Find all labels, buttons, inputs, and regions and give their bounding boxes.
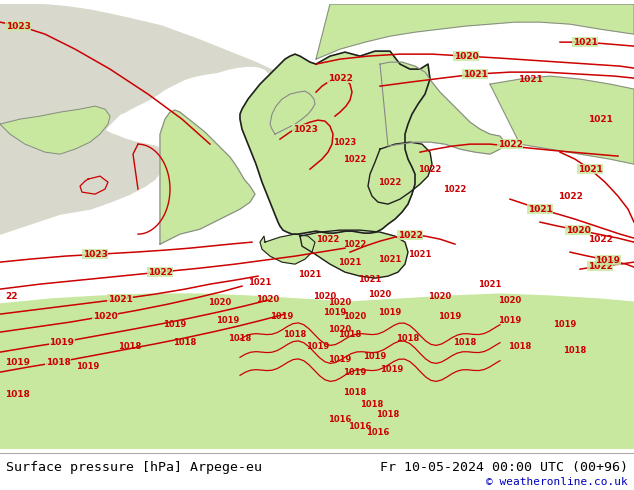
Text: 1018: 1018 — [173, 338, 197, 346]
Text: 1022: 1022 — [588, 262, 612, 270]
Text: 1020: 1020 — [429, 292, 451, 301]
Text: 1019: 1019 — [49, 338, 75, 346]
Text: 1018: 1018 — [119, 342, 141, 351]
Polygon shape — [490, 76, 634, 164]
Polygon shape — [300, 230, 408, 278]
Text: 1019: 1019 — [378, 308, 401, 317]
Text: 1020: 1020 — [256, 294, 280, 304]
Text: 1021: 1021 — [339, 258, 361, 267]
Text: 1018: 1018 — [564, 345, 586, 355]
Text: 1019: 1019 — [76, 362, 100, 370]
Text: 1023: 1023 — [82, 249, 107, 259]
Text: 1018: 1018 — [46, 358, 70, 367]
Text: 1022: 1022 — [148, 268, 172, 277]
Text: 1018: 1018 — [344, 388, 366, 396]
Text: 1021: 1021 — [249, 278, 272, 287]
Text: © weatheronline.co.uk: © weatheronline.co.uk — [486, 477, 628, 487]
Text: 1022: 1022 — [328, 74, 353, 83]
Text: 1016: 1016 — [366, 428, 390, 437]
Polygon shape — [368, 142, 432, 204]
Polygon shape — [160, 110, 255, 244]
Text: 1018: 1018 — [228, 334, 252, 343]
Text: 1020: 1020 — [328, 324, 352, 334]
Text: 1023: 1023 — [292, 124, 318, 134]
Text: 1019: 1019 — [5, 358, 30, 367]
Text: Fr 10-05-2024 00:00 UTC (00+96): Fr 10-05-2024 00:00 UTC (00+96) — [380, 461, 628, 474]
Text: 1018: 1018 — [5, 390, 30, 399]
Text: 1022: 1022 — [557, 192, 583, 200]
Text: 1016: 1016 — [328, 415, 352, 424]
Text: 1019: 1019 — [595, 256, 621, 265]
Text: 1018: 1018 — [360, 400, 384, 409]
Text: 1020: 1020 — [344, 312, 366, 320]
Text: 1022: 1022 — [498, 140, 522, 148]
Text: 1018: 1018 — [508, 342, 532, 351]
Polygon shape — [0, 294, 634, 449]
Text: 1019: 1019 — [328, 355, 352, 364]
Text: Surface pressure [hPa] Arpege-eu: Surface pressure [hPa] Arpege-eu — [6, 461, 262, 474]
Text: 22: 22 — [5, 292, 18, 301]
Text: 1021: 1021 — [527, 205, 552, 214]
Text: 1023: 1023 — [6, 22, 30, 30]
Text: 1021: 1021 — [463, 70, 488, 78]
Text: 1020: 1020 — [328, 297, 352, 307]
Text: 1021: 1021 — [358, 274, 382, 284]
Text: 1021: 1021 — [573, 38, 597, 47]
Text: 1022: 1022 — [344, 240, 366, 248]
Text: 1019: 1019 — [380, 365, 404, 373]
Text: 1022: 1022 — [316, 235, 340, 244]
Text: 1019: 1019 — [344, 368, 366, 377]
Text: 1019: 1019 — [553, 319, 577, 329]
Polygon shape — [380, 62, 505, 154]
Text: 1022: 1022 — [344, 155, 366, 164]
Text: 1021: 1021 — [517, 74, 543, 84]
Text: 1021: 1021 — [578, 165, 602, 173]
Text: 1022: 1022 — [588, 235, 612, 244]
Text: 1022: 1022 — [443, 185, 467, 194]
Text: 1019: 1019 — [270, 312, 294, 320]
Text: 1022: 1022 — [398, 231, 422, 240]
Text: 1020: 1020 — [566, 225, 590, 235]
Text: 1019: 1019 — [323, 308, 347, 317]
Text: 1021: 1021 — [378, 255, 402, 264]
Text: 1022: 1022 — [378, 177, 402, 187]
Text: 1018: 1018 — [339, 330, 361, 339]
Text: 1019: 1019 — [498, 316, 522, 324]
Polygon shape — [240, 51, 430, 234]
Text: 1022: 1022 — [418, 165, 442, 173]
Text: 1020: 1020 — [93, 312, 117, 320]
Text: 1019: 1019 — [438, 312, 462, 320]
Text: 1018: 1018 — [283, 330, 307, 339]
Polygon shape — [260, 234, 315, 264]
Text: 1020: 1020 — [453, 51, 479, 61]
Text: 1018: 1018 — [453, 338, 477, 346]
Text: 1019: 1019 — [306, 342, 330, 351]
Polygon shape — [0, 106, 110, 154]
Text: 1018: 1018 — [396, 334, 420, 343]
Polygon shape — [270, 91, 315, 134]
Polygon shape — [0, 4, 316, 234]
Text: 1023: 1023 — [333, 138, 356, 147]
Text: 1020: 1020 — [313, 292, 337, 301]
Text: 1018: 1018 — [377, 410, 399, 418]
Text: 1021: 1021 — [108, 294, 133, 304]
Text: 1021: 1021 — [299, 270, 321, 279]
Text: 1019: 1019 — [164, 319, 186, 329]
Text: 1020: 1020 — [498, 295, 522, 305]
Text: 1016: 1016 — [348, 421, 372, 431]
Polygon shape — [316, 4, 634, 59]
Text: 1020: 1020 — [368, 290, 392, 298]
Text: 1020: 1020 — [209, 297, 231, 307]
Text: 1021: 1021 — [478, 280, 501, 289]
Text: 1021: 1021 — [588, 115, 612, 123]
Text: 1021: 1021 — [408, 249, 432, 259]
Text: 1019: 1019 — [363, 352, 387, 361]
Text: 1019: 1019 — [216, 316, 240, 324]
